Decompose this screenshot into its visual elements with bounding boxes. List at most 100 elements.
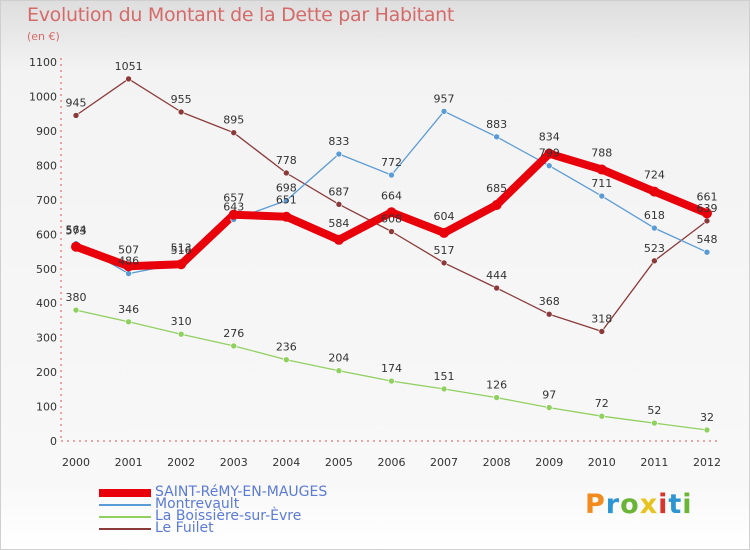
brand-letter: P (585, 489, 606, 520)
data-label: 834 (539, 131, 560, 144)
y-tick-label: 700 (36, 194, 57, 207)
brand-letter: t (668, 489, 683, 520)
data-point (335, 150, 343, 158)
legend-swatch (99, 528, 151, 530)
data-label: 643 (223, 200, 244, 213)
data-point (333, 234, 344, 245)
data-point (545, 310, 553, 318)
data-point (72, 306, 80, 314)
data-label: 833 (328, 135, 349, 148)
data-label: 548 (696, 233, 717, 246)
x-tick-label: 2002 (167, 456, 195, 469)
data-label: 687 (328, 185, 349, 198)
data-point (71, 241, 81, 252)
data-label: 788 (591, 147, 612, 160)
x-tick-label: 2008 (483, 456, 511, 469)
x-tick-label: 2005 (325, 456, 353, 469)
data-label: 72 (595, 397, 609, 410)
brand-letter: i (682, 489, 693, 520)
data-point (281, 211, 292, 222)
data-point (283, 356, 290, 363)
legend-label: La Boissière-sur-Èvre (155, 508, 302, 524)
data-point (703, 426, 711, 434)
data-label: 52 (647, 404, 661, 417)
data-label: 955 (171, 93, 192, 106)
data-point (703, 248, 711, 256)
data-label: 310 (171, 315, 192, 328)
brand-letter: r (605, 489, 621, 520)
data-point (125, 75, 132, 83)
data-point (493, 394, 500, 401)
data-label: 97 (542, 389, 556, 402)
data-label: 573 (66, 225, 87, 238)
x-tick-label: 2006 (377, 456, 405, 469)
data-label: 639 (696, 202, 717, 215)
data-point (440, 385, 448, 393)
data-label: 604 (434, 210, 455, 223)
data-label: 698 (276, 182, 297, 195)
data-point (388, 377, 395, 385)
x-tick-label: 2012 (693, 456, 721, 469)
data-point (439, 227, 450, 238)
legend-label: Le Fuilet (155, 520, 214, 536)
data-label: 664 (381, 189, 402, 202)
data-point (545, 162, 553, 170)
data-point (228, 209, 239, 220)
y-tick-label: 1000 (29, 91, 57, 104)
brand-letter: o (620, 489, 640, 520)
data-point (493, 133, 500, 141)
chart-title: Evolution du Montant de la Dette par Hab… (27, 4, 455, 26)
data-label: 513 (171, 241, 192, 254)
chart-unit: (en €) (27, 30, 60, 43)
data-label: 957 (434, 92, 455, 105)
data-point (545, 404, 553, 411)
y-tick-label: 500 (36, 263, 57, 276)
data-label: 564 (66, 224, 87, 237)
data-label: 778 (276, 154, 297, 167)
data-label: 945 (66, 96, 87, 109)
data-point (701, 208, 712, 219)
data-point (440, 108, 448, 115)
series-line-3 (75, 78, 708, 333)
brand-logo: Proxiti (585, 489, 693, 520)
data-label: 444 (486, 269, 507, 282)
data-label: 711 (591, 177, 612, 190)
y-tick-label: 300 (36, 332, 57, 345)
data-point (177, 330, 185, 338)
data-point (598, 328, 606, 335)
x-tick-label: 2007 (430, 456, 458, 469)
brand-letter: i (658, 489, 669, 520)
data-label: 32 (700, 411, 714, 424)
y-tick-label: 0 (50, 435, 57, 448)
x-tick-label: 2004 (272, 456, 300, 469)
y-tick-label: 100 (36, 401, 57, 414)
series-points (71, 75, 712, 434)
data-point (651, 224, 658, 232)
data-point (651, 257, 658, 265)
data-point (598, 412, 606, 420)
data-label: 174 (381, 362, 402, 375)
x-tick-label: 2003 (220, 456, 248, 469)
data-label: 517 (434, 244, 455, 257)
data-label: 685 (486, 182, 507, 195)
x-tick-label: 2001 (115, 456, 143, 469)
data-label: 507 (118, 243, 139, 256)
legend-label: Montrevault (155, 496, 240, 512)
data-label: 318 (591, 312, 612, 325)
data-point (335, 201, 343, 208)
y-tick-label: 800 (36, 159, 57, 172)
data-label: 724 (644, 169, 665, 182)
data-label: 1051 (115, 60, 143, 73)
data-point (72, 112, 80, 119)
y-tick-label: 900 (36, 125, 57, 138)
data-point (335, 367, 343, 375)
y-tick-label: 200 (36, 366, 57, 379)
x-tick-label: 2009 (535, 456, 563, 469)
data-point (176, 259, 187, 270)
legend-label: SAINT-RéMY-EN-MAUGES (155, 484, 328, 500)
chart-axes: 0 100 200 300 400 500 600 700 800 900 1000 1100 2000… (29, 56, 721, 469)
legend-swatch (99, 516, 151, 518)
data-point (491, 200, 502, 211)
